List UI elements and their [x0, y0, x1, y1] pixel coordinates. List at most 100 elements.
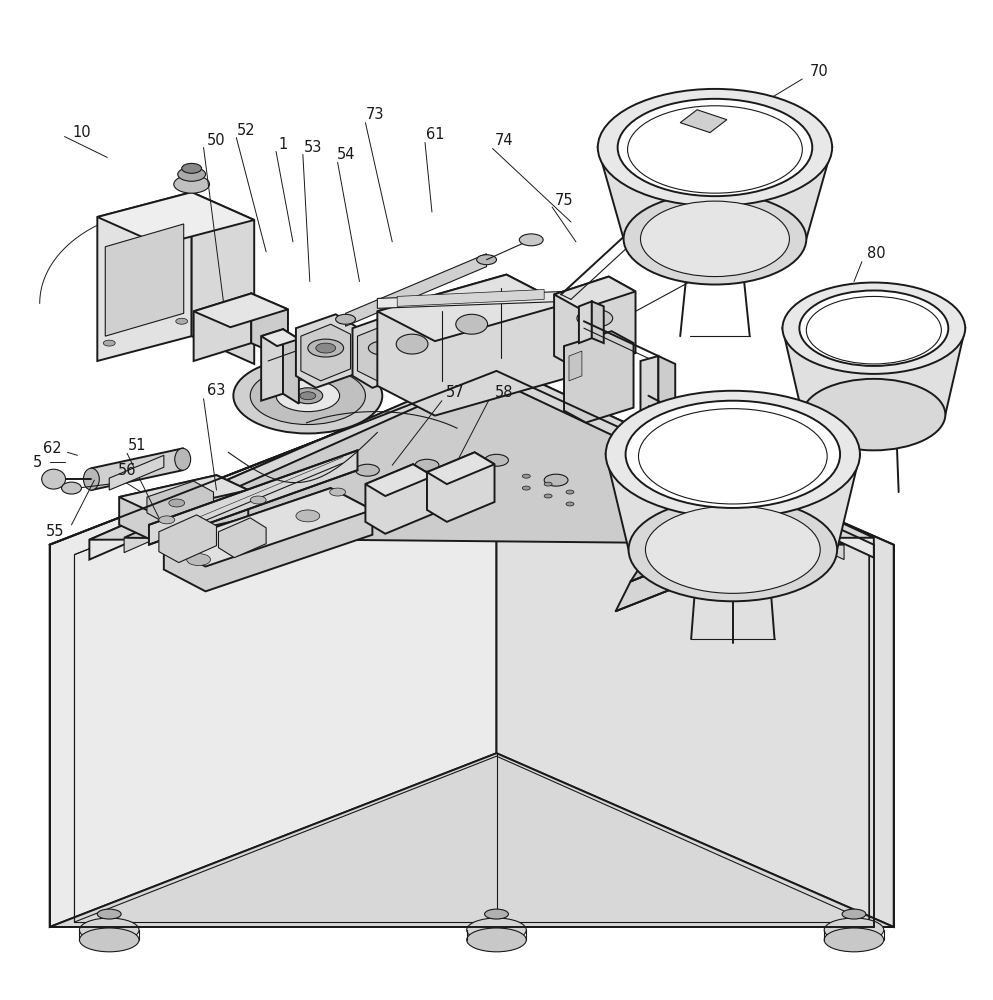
Ellipse shape [233, 358, 382, 433]
Text: 52: 52 [237, 123, 255, 138]
Ellipse shape [415, 459, 439, 471]
Text: 56: 56 [118, 463, 136, 478]
Polygon shape [598, 147, 832, 239]
Polygon shape [97, 192, 254, 245]
Polygon shape [192, 192, 254, 364]
Ellipse shape [606, 391, 860, 518]
Ellipse shape [169, 499, 185, 507]
Polygon shape [782, 328, 965, 415]
Ellipse shape [330, 488, 346, 496]
Ellipse shape [368, 341, 396, 355]
Ellipse shape [308, 339, 344, 357]
Polygon shape [631, 435, 688, 475]
Text: 76: 76 [644, 232, 662, 247]
Ellipse shape [396, 334, 428, 354]
Ellipse shape [544, 482, 552, 486]
Ellipse shape [427, 339, 447, 349]
Polygon shape [251, 293, 288, 359]
Text: 74: 74 [496, 133, 513, 148]
Text: 51: 51 [128, 438, 146, 453]
Text: 63: 63 [208, 383, 225, 398]
Polygon shape [631, 488, 829, 581]
Polygon shape [50, 371, 496, 927]
Ellipse shape [618, 99, 812, 196]
Ellipse shape [456, 314, 488, 334]
Polygon shape [569, 351, 582, 381]
Ellipse shape [842, 909, 866, 919]
Text: 54: 54 [337, 147, 355, 162]
Ellipse shape [42, 469, 66, 489]
Polygon shape [377, 275, 564, 416]
Polygon shape [427, 452, 495, 484]
Polygon shape [149, 450, 357, 545]
Ellipse shape [802, 379, 945, 450]
Ellipse shape [175, 448, 191, 470]
Text: 58: 58 [496, 385, 513, 400]
Polygon shape [89, 363, 874, 560]
Text: 70: 70 [810, 64, 828, 79]
Polygon shape [164, 488, 372, 567]
Polygon shape [592, 301, 604, 343]
Ellipse shape [250, 367, 365, 425]
Polygon shape [89, 363, 874, 540]
Polygon shape [640, 356, 658, 455]
Ellipse shape [62, 482, 81, 494]
Polygon shape [261, 329, 299, 346]
Text: 1: 1 [278, 137, 288, 152]
Polygon shape [218, 518, 266, 558]
Polygon shape [606, 454, 860, 550]
Ellipse shape [159, 516, 175, 524]
Polygon shape [579, 301, 592, 343]
Ellipse shape [566, 490, 574, 494]
Ellipse shape [355, 464, 379, 476]
Text: 80: 80 [867, 246, 885, 261]
Ellipse shape [182, 163, 202, 173]
Polygon shape [119, 475, 248, 512]
Ellipse shape [544, 494, 552, 498]
Text: 61: 61 [426, 127, 444, 142]
Polygon shape [283, 329, 299, 404]
Polygon shape [147, 481, 213, 524]
Ellipse shape [544, 474, 568, 486]
Ellipse shape [690, 268, 720, 282]
Ellipse shape [187, 554, 211, 566]
Polygon shape [353, 314, 412, 388]
Ellipse shape [103, 340, 115, 346]
Polygon shape [194, 293, 288, 327]
Polygon shape [124, 376, 844, 545]
Ellipse shape [286, 474, 310, 486]
Ellipse shape [79, 918, 139, 942]
Ellipse shape [467, 918, 526, 942]
Ellipse shape [187, 514, 211, 526]
Polygon shape [124, 376, 844, 560]
Ellipse shape [485, 454, 508, 466]
Polygon shape [109, 455, 164, 490]
Polygon shape [159, 515, 216, 563]
Ellipse shape [782, 283, 965, 374]
Text: 73: 73 [366, 107, 384, 122]
Polygon shape [564, 331, 634, 423]
Ellipse shape [824, 918, 884, 942]
Polygon shape [658, 356, 675, 458]
Ellipse shape [522, 474, 530, 478]
Ellipse shape [467, 928, 526, 952]
Polygon shape [105, 224, 184, 336]
Ellipse shape [522, 486, 530, 490]
Text: 75: 75 [555, 193, 573, 208]
Ellipse shape [241, 532, 265, 544]
Ellipse shape [477, 255, 496, 265]
Polygon shape [377, 291, 564, 308]
Polygon shape [97, 192, 192, 361]
Ellipse shape [174, 175, 210, 193]
Ellipse shape [624, 193, 806, 285]
Ellipse shape [336, 314, 355, 324]
Polygon shape [357, 324, 407, 381]
Ellipse shape [250, 496, 266, 504]
Polygon shape [346, 254, 487, 326]
Text: 62: 62 [44, 441, 62, 456]
Polygon shape [194, 293, 251, 361]
Text: 10: 10 [72, 125, 90, 140]
Polygon shape [301, 324, 351, 381]
Polygon shape [397, 289, 544, 306]
Ellipse shape [79, 928, 139, 952]
